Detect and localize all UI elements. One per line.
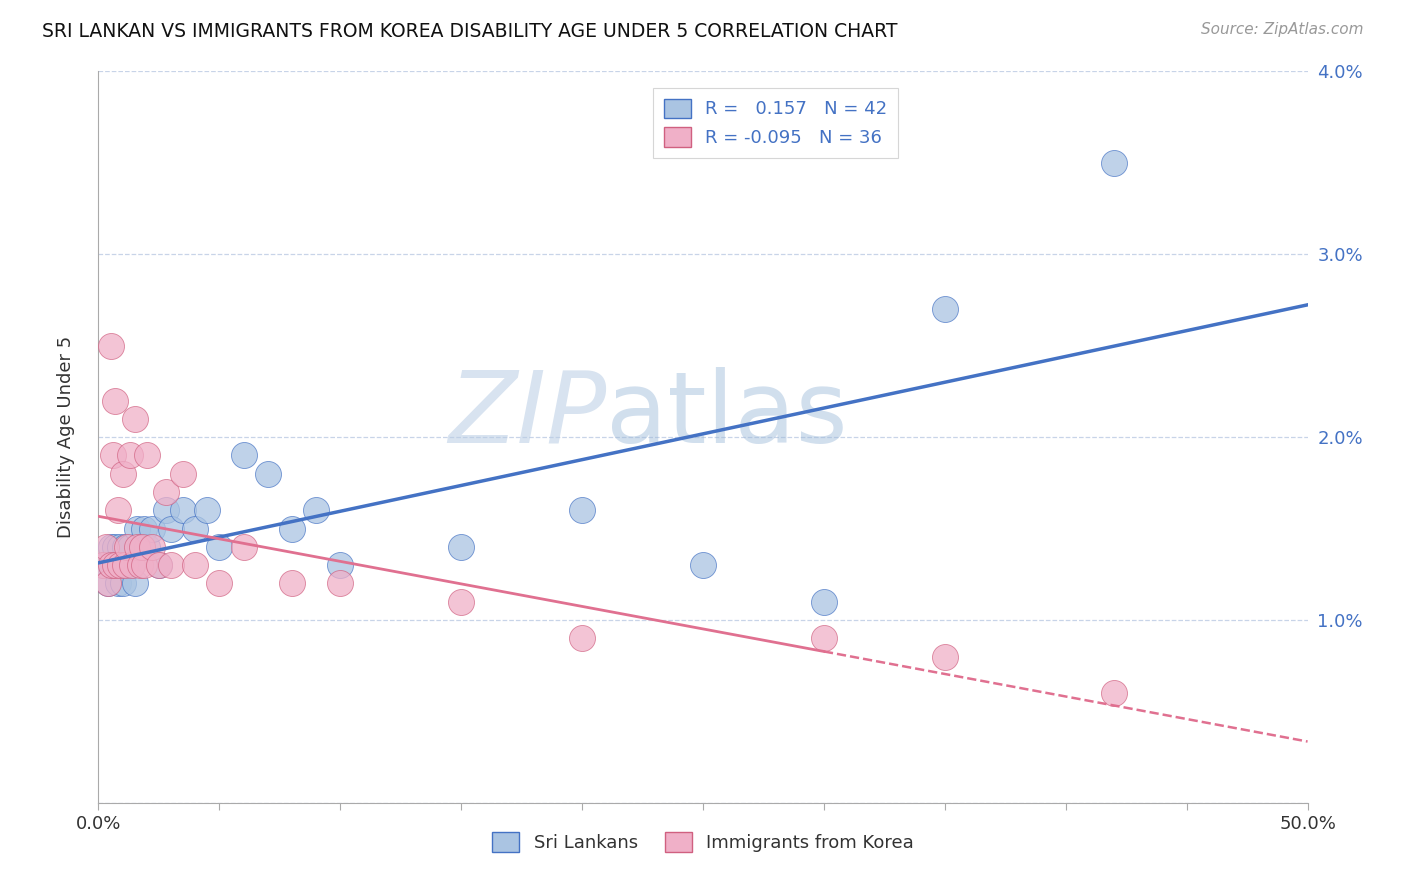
Point	[195, 503, 218, 517]
Point	[114, 558, 136, 573]
Point	[104, 540, 127, 554]
Text: atlas: atlas	[606, 367, 848, 464]
Point	[148, 558, 170, 573]
Point	[100, 558, 122, 573]
Y-axis label: Disability Age Under 5: Disability Age Under 5	[56, 336, 75, 538]
Point	[100, 540, 122, 554]
Point	[128, 558, 150, 573]
Point	[104, 393, 127, 408]
Point	[127, 521, 149, 535]
Point	[813, 595, 835, 609]
Point	[450, 540, 472, 554]
Point	[134, 521, 156, 535]
Point	[1102, 155, 1125, 169]
Point	[208, 576, 231, 591]
Point	[155, 485, 177, 500]
Point	[155, 503, 177, 517]
Point	[172, 467, 194, 481]
Point	[934, 649, 956, 664]
Point	[101, 558, 124, 573]
Point	[121, 558, 143, 573]
Point	[131, 540, 153, 554]
Point	[94, 558, 117, 573]
Point	[118, 540, 141, 554]
Point	[97, 576, 120, 591]
Point	[232, 449, 254, 463]
Point	[232, 540, 254, 554]
Point	[104, 558, 127, 573]
Text: SRI LANKAN VS IMMIGRANTS FROM KOREA DISABILITY AGE UNDER 5 CORRELATION CHART: SRI LANKAN VS IMMIGRANTS FROM KOREA DISA…	[42, 22, 897, 41]
Point	[1102, 686, 1125, 700]
Point	[329, 576, 352, 591]
Point	[100, 558, 122, 573]
Point	[172, 503, 194, 517]
Point	[184, 521, 207, 535]
Point	[571, 503, 593, 517]
Point	[121, 558, 143, 573]
Point	[111, 467, 134, 481]
Point	[256, 467, 278, 481]
Point	[107, 558, 129, 573]
Point	[135, 540, 157, 554]
Point	[127, 540, 149, 554]
Point	[281, 521, 304, 535]
Legend: Sri Lankans, Immigrants from Korea: Sri Lankans, Immigrants from Korea	[485, 825, 921, 860]
Text: ZIP: ZIP	[449, 367, 606, 464]
Point	[114, 540, 136, 554]
Point	[208, 540, 231, 554]
Point	[117, 540, 139, 554]
Point	[128, 540, 150, 554]
Point	[107, 503, 129, 517]
Point	[108, 540, 131, 554]
Point	[111, 558, 134, 573]
Point	[94, 540, 117, 554]
Point	[160, 521, 183, 535]
Point	[91, 558, 114, 573]
Point	[813, 632, 835, 646]
Point	[571, 632, 593, 646]
Point	[101, 449, 124, 463]
Point	[131, 540, 153, 554]
Point	[141, 540, 163, 554]
Point	[118, 449, 141, 463]
Point	[124, 576, 146, 591]
Point	[934, 302, 956, 317]
Point	[160, 558, 183, 573]
Point	[135, 449, 157, 463]
Point	[692, 558, 714, 573]
Point	[107, 576, 129, 591]
Point	[91, 558, 114, 573]
Point	[450, 595, 472, 609]
Point	[124, 412, 146, 426]
Point	[108, 558, 131, 573]
Point	[329, 558, 352, 573]
Point	[141, 521, 163, 535]
Point	[117, 558, 139, 573]
Point	[104, 558, 127, 573]
Point	[100, 338, 122, 352]
Point	[111, 576, 134, 591]
Point	[184, 558, 207, 573]
Point	[148, 558, 170, 573]
Point	[134, 558, 156, 573]
Point	[281, 576, 304, 591]
Point	[305, 503, 328, 517]
Point	[97, 576, 120, 591]
Text: Source: ZipAtlas.com: Source: ZipAtlas.com	[1201, 22, 1364, 37]
